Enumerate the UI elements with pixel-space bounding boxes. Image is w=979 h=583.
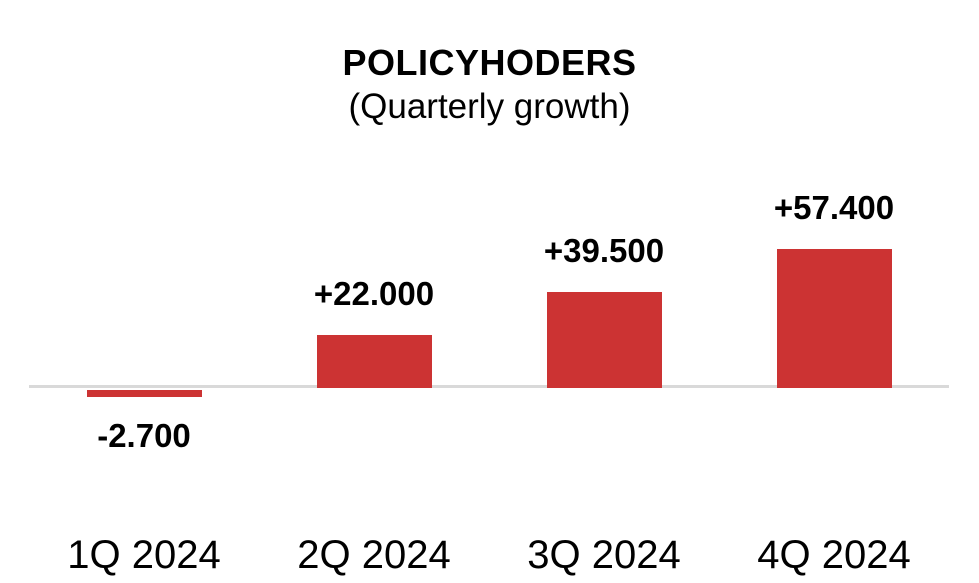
bar-group-4q-2024: +57.400 4Q 2024 (719, 0, 949, 583)
zero-axis-line (29, 385, 949, 388)
bar-1q-2024 (86, 390, 202, 397)
chart-header: POLICYHODERS (Quarterly growth) (0, 40, 979, 129)
chart-subtitle: (Quarterly growth) (348, 87, 631, 126)
data-label-4q-2024: +57.400 (773, 189, 895, 226)
x-axis-label-2q-2024: 2Q 2024 (297, 533, 451, 577)
x-axis-label-1q-2024: 1Q 2024 (67, 533, 221, 577)
bar-group-2q-2024: +22.000 2Q 2024 (259, 0, 489, 583)
data-label-3q-2024: +39.500 (543, 232, 665, 269)
bar-3q-2024 (546, 292, 662, 388)
data-label-1q-2024: -2.700 (97, 417, 191, 454)
bar-group-3q-2024: +39.500 3Q 2024 (489, 0, 719, 583)
data-label-2q-2024: +22.000 (313, 275, 435, 312)
x-axis-label-4q-2024: 4Q 2024 (757, 533, 911, 577)
chart-title: POLICYHODERS (342, 42, 637, 83)
bar-4q-2024 (776, 249, 892, 388)
bar-2q-2024 (316, 335, 432, 388)
bar-group-1q-2024: -2.700 1Q 2024 (29, 0, 259, 583)
x-axis-label-3q-2024: 3Q 2024 (527, 533, 681, 577)
